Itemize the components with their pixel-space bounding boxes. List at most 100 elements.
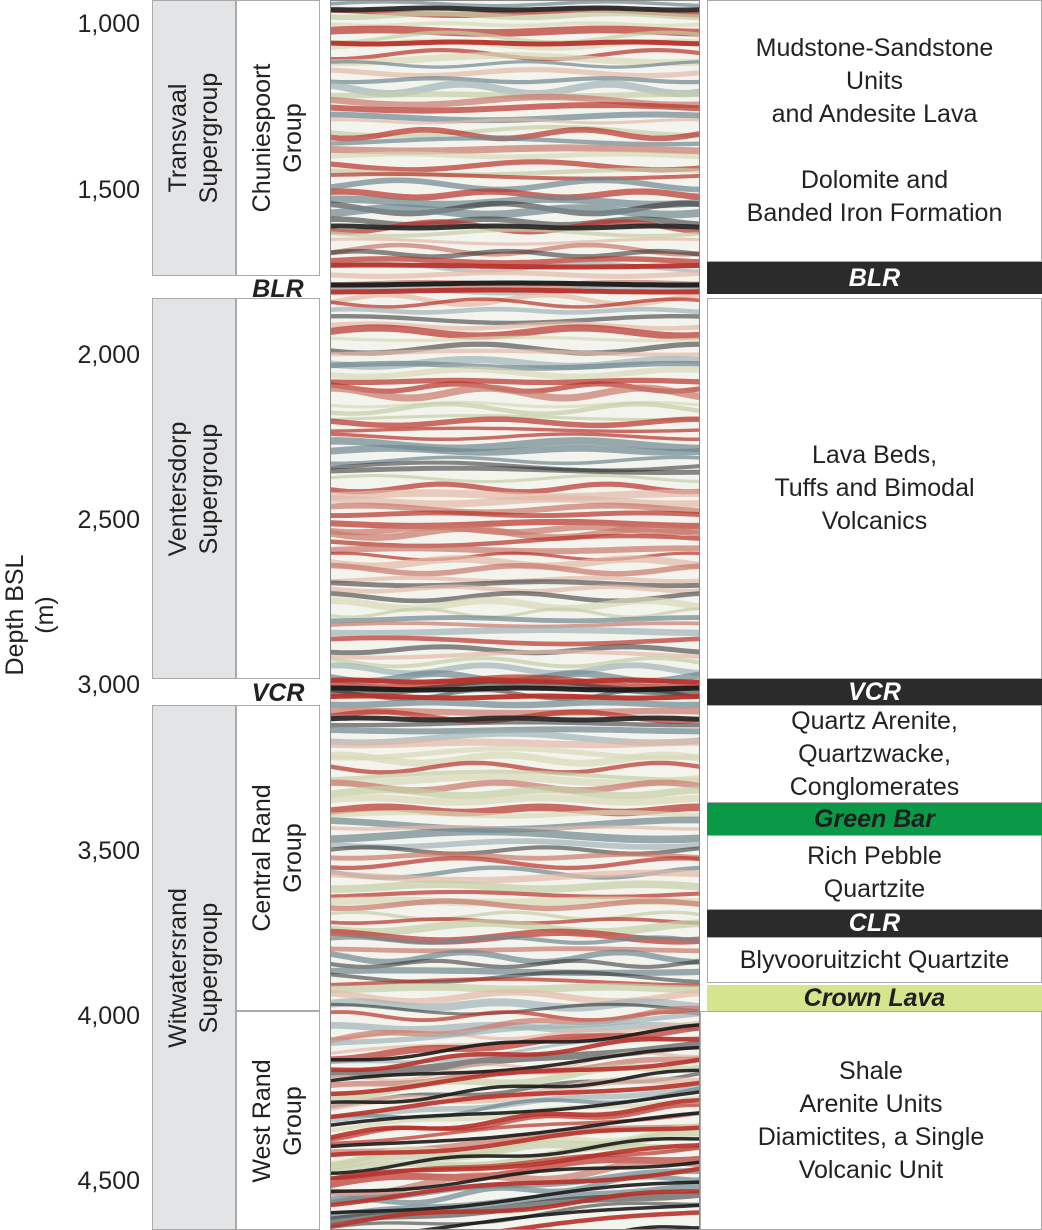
seismic-reflector — [331, 297, 699, 309]
seismic-reflector — [331, 525, 699, 541]
seismic-reflector — [331, 426, 699, 434]
seismic-reflector — [331, 416, 699, 429]
seismic-reflector — [331, 579, 699, 589]
seismic-reflector — [331, 377, 699, 386]
seismic-reflector — [331, 786, 699, 800]
seismic-reflector — [331, 348, 699, 357]
description-line: Tuffs and Bimodal — [774, 474, 975, 502]
seismic-reflector — [331, 726, 699, 735]
seismic-reflector — [331, 248, 699, 259]
supergroup-label-line: Supergroup — [195, 72, 223, 204]
description-line: Shale — [839, 1056, 903, 1085]
supergroup-witwatersrand: Witwatersrand Supergroup — [152, 705, 236, 1230]
seismic-reflector — [331, 306, 699, 315]
seismic-reflector — [331, 889, 699, 899]
band-blr: BLR — [707, 262, 1042, 294]
seismic-reflector — [331, 118, 699, 125]
depth-tick-4000: 4,000 — [77, 1002, 140, 1030]
supergroup-label-line: Witwatersrand — [164, 887, 192, 1048]
seismic-reflector — [331, 946, 699, 954]
group-label-line: Group — [279, 823, 307, 893]
seismic-dipping-reflector — [331, 1166, 699, 1208]
depth-tick-2000: 2,000 — [77, 341, 140, 369]
seismic-reflector — [331, 437, 699, 453]
band-green-bar: Green Bar — [707, 803, 1042, 835]
description-line: Blyvooruitzicht Quartzite — [739, 945, 1010, 974]
depth-tick-3000: 3,000 — [77, 671, 140, 699]
seismic-reflector — [331, 584, 699, 594]
seismic-reflector — [331, 919, 699, 936]
seismic-strong-reflector — [331, 39, 699, 47]
seismic-reflector — [331, 314, 699, 326]
description-line: Quartzwacke, — [798, 739, 951, 768]
seismic-reflector — [331, 324, 699, 340]
supergroup-transvaal: Transvaal Supergroup — [152, 0, 236, 276]
seismic-reflector — [331, 621, 699, 629]
seismic-reflector — [331, 596, 699, 613]
seismic-reflector — [331, 751, 699, 767]
seismic-dipping-reflector — [331, 1045, 699, 1083]
seismic-reflector — [331, 237, 699, 246]
group-label-line: Group — [279, 1085, 307, 1156]
seismic-reflector — [331, 414, 699, 422]
seismic-reflector — [331, 615, 699, 624]
seismic-reflector — [331, 151, 699, 160]
seismic-reflector — [331, 227, 699, 238]
description-west-rand: Shale Arenite Units Diamictites, a Singl… — [700, 1011, 1042, 1230]
description-line: Banded Iron Formation — [746, 199, 1003, 227]
seismic-strong-reflector — [331, 5, 699, 13]
seismic-dipping-reflector — [331, 1090, 699, 1127]
seismic-reflector — [331, 869, 699, 884]
seismic-reflector — [331, 465, 699, 475]
seismic-dipping-reflector — [331, 1080, 699, 1120]
seismic-reflector — [331, 662, 699, 677]
seismic-strong-reflector — [331, 262, 699, 270]
seismic-reflector — [331, 60, 699, 69]
seismic-reflector — [331, 626, 699, 637]
seismic-strong-reflector — [331, 223, 699, 231]
description-line: Rich Pebble — [807, 841, 942, 870]
seismic-reflector — [331, 1023, 699, 1064]
seismic-strong-reflector — [331, 715, 699, 723]
description-line: Diamictites, a Single — [757, 1122, 985, 1151]
depth-tick-3500: 3,500 — [77, 837, 140, 865]
seismic-reflector — [331, 998, 699, 1012]
band-crown-lava: Crown Lava — [707, 984, 1042, 1012]
seismic-reflector — [331, 502, 699, 516]
seismic-reflector — [331, 935, 699, 945]
seismic-strong-reflector — [331, 677, 699, 685]
seismic-reflector — [331, 321, 699, 331]
description-line: Arenite Units — [799, 1089, 943, 1118]
seismic-reflector — [331, 102, 699, 114]
seismic-reflector — [331, 481, 699, 495]
description-transvaal: Mudstone-Sandstone Units and Andesite La… — [707, 0, 1042, 262]
depth-axis-title: Depth BSL (m) — [1, 554, 59, 676]
description-line: Quartzite — [823, 874, 926, 903]
description-line: Units — [846, 67, 903, 95]
seismic-reflector — [331, 335, 699, 343]
seismic-reflector — [331, 256, 699, 266]
seismic-reflector — [331, 444, 699, 456]
depth-tick-1500: 1,500 — [77, 176, 140, 204]
seismic-dipping-reflector — [418, 1203, 699, 1229]
seismic-reflector — [331, 172, 699, 181]
seismic-reflector — [331, 177, 699, 193]
seismic-reflector — [331, 827, 699, 844]
seismic-reflector — [331, 967, 699, 977]
seismic-reflector — [331, 562, 699, 577]
group-west-rand: West Rand Group — [236, 1011, 320, 1230]
seismic-reflector — [331, 1, 699, 8]
group-ventersdorp-blank — [236, 298, 320, 679]
band-clr: CLR — [707, 909, 1042, 937]
seismic-dipping-reflector — [331, 1160, 699, 1194]
seismic-reflector — [331, 518, 699, 529]
seismic-reflector — [331, 366, 699, 380]
seismic-reflector — [331, 136, 699, 147]
description-line: Lava Beds, — [811, 441, 938, 469]
seismic-reflector — [331, 144, 699, 155]
seismic-reflector — [331, 10, 699, 21]
description-spacer — [708, 131, 1041, 164]
seismic-reflector — [331, 720, 699, 728]
seismic-reflector — [331, 432, 699, 442]
description-line: Mudstone-Sandstone — [755, 34, 994, 62]
